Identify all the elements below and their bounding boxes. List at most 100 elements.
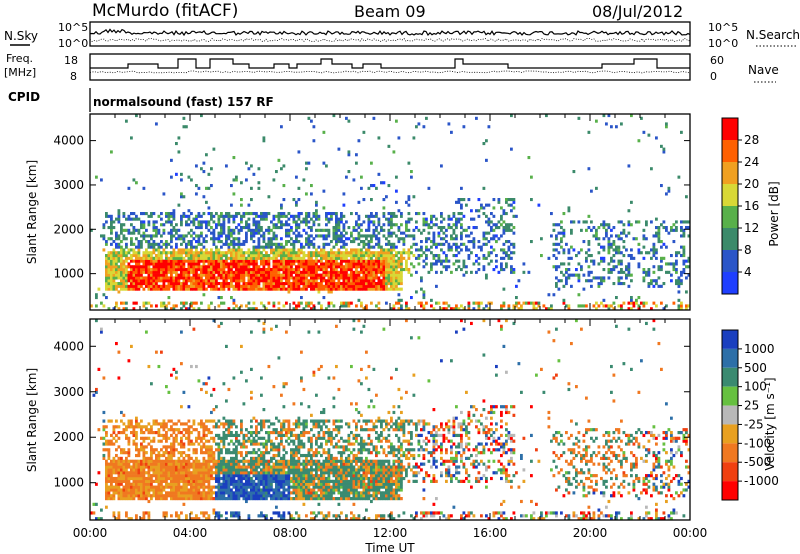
data-cell	[222, 485, 226, 489]
data-cell	[162, 459, 166, 463]
data-cell	[385, 270, 388, 274]
data-cell	[400, 265, 403, 269]
data-cell	[295, 279, 298, 283]
data-cell	[150, 270, 153, 274]
data-cell	[217, 234, 221, 238]
data-cell	[232, 497, 236, 501]
data-cell	[370, 282, 373, 286]
data-cell	[255, 248, 258, 252]
data-cell	[357, 242, 361, 246]
data-cell	[622, 282, 626, 286]
data-cell	[685, 195, 688, 199]
data-cell	[162, 259, 166, 263]
data-cell	[130, 476, 133, 481]
data-cell	[187, 425, 191, 429]
data-cell	[160, 350, 163, 354]
data-cell	[355, 262, 358, 266]
data-cell	[205, 425, 208, 429]
data-cell	[125, 119, 128, 123]
data-cell	[480, 203, 483, 207]
data-cell	[245, 270, 248, 274]
data-cell	[135, 459, 138, 463]
data-cell	[157, 245, 161, 249]
data-cell	[142, 514, 146, 518]
data-cell	[382, 198, 386, 202]
data-cell	[212, 268, 216, 272]
data-cell	[137, 265, 141, 269]
data-cell	[265, 251, 268, 255]
data-cell	[167, 282, 171, 286]
data-cell	[102, 448, 106, 452]
data-cell	[557, 242, 561, 246]
data-cell	[385, 273, 388, 277]
data-cell	[482, 268, 486, 272]
data-cell	[232, 248, 236, 252]
data-cell	[660, 223, 663, 227]
data-cell	[137, 471, 141, 475]
data-cell	[342, 279, 346, 283]
data-cell	[232, 451, 236, 455]
data-cell	[662, 220, 666, 224]
data-cell	[212, 408, 216, 412]
data-cell	[367, 251, 371, 255]
data-cell	[192, 422, 196, 426]
data-cell	[327, 287, 331, 291]
data-cell	[160, 240, 163, 244]
data-cell	[257, 181, 261, 185]
data-cell	[285, 234, 288, 238]
data-cell	[127, 488, 131, 492]
data-cell	[92, 502, 96, 506]
data-cell	[232, 273, 236, 277]
data-cell	[137, 476, 141, 481]
data-cell	[192, 270, 196, 274]
data-cell	[265, 254, 268, 258]
data-cell	[257, 214, 261, 218]
data-cell	[292, 240, 296, 244]
data-cell	[385, 262, 388, 266]
data-cell	[205, 254, 208, 258]
data-cell	[652, 248, 656, 252]
data-cell	[135, 282, 138, 286]
data-cell	[150, 425, 153, 429]
data-cell	[235, 175, 238, 179]
data-cell	[175, 276, 178, 280]
data-cell	[242, 212, 246, 216]
data-cell	[222, 436, 226, 440]
data-cell	[270, 248, 273, 252]
data-cell	[442, 251, 446, 255]
data-cell	[627, 301, 631, 305]
data-cell	[192, 517, 196, 521]
data-cell	[297, 256, 301, 260]
data-cell	[130, 223, 133, 227]
data-cell	[452, 254, 456, 258]
data-cell	[232, 485, 236, 489]
data-cell	[317, 214, 321, 218]
data-cell	[200, 284, 203, 288]
data-cell	[607, 226, 611, 230]
data-cell	[185, 254, 188, 258]
data-cell	[532, 304, 536, 308]
data-cell	[120, 226, 123, 230]
data-cell	[285, 254, 288, 258]
data-cell	[552, 293, 556, 297]
data-cell	[110, 256, 113, 260]
data-cell	[142, 465, 146, 469]
data-cell	[502, 268, 506, 272]
data-cell	[302, 287, 306, 291]
data-cell	[307, 262, 311, 266]
data-cell	[225, 479, 228, 483]
data-cell	[242, 240, 246, 244]
data-cell	[140, 459, 143, 463]
data-cell	[207, 172, 211, 176]
data-cell	[287, 228, 291, 232]
data-cell	[142, 436, 146, 440]
data-cell	[200, 479, 203, 483]
colorbar-swatch-0	[722, 272, 738, 294]
data-cell	[190, 488, 193, 492]
data-cell	[227, 307, 231, 311]
data-cell	[162, 436, 166, 440]
data-cell	[257, 242, 261, 246]
data-cell	[132, 301, 136, 305]
data-cell	[652, 251, 656, 255]
data-cell	[675, 282, 678, 286]
